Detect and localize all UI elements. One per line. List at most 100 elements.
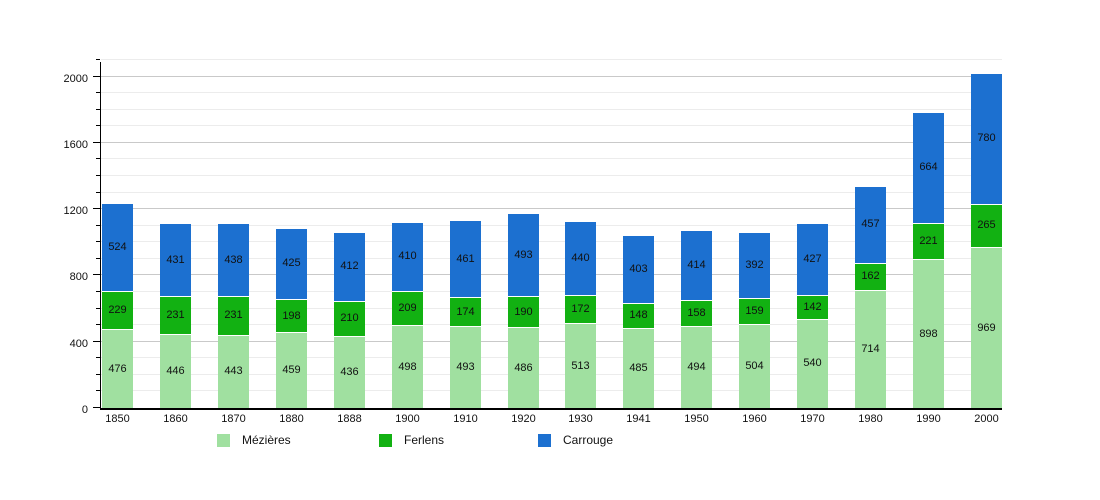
bar-value-label: 457 [861, 218, 880, 231]
bar-segment-carrouge: 412 [334, 232, 365, 301]
y-axis-tick [96, 291, 100, 292]
x-axis-label: 1920 [511, 413, 536, 425]
bar-value-label: 159 [745, 305, 764, 318]
bar-value-label: 198 [282, 309, 301, 322]
bar-segment-carrouge: 780 [971, 74, 1002, 204]
bar-segment-ferlens: 229 [102, 291, 133, 330]
bar-value-label: 446 [166, 365, 185, 378]
bar-segment-ferlens: 159 [739, 298, 770, 325]
gridline [101, 324, 1002, 326]
bar-value-label: 969 [977, 321, 996, 334]
bar-value-label: 221 [919, 234, 938, 247]
gridline [101, 191, 1002, 193]
y-axis-tick [96, 125, 100, 127]
gridline [101, 241, 1002, 243]
y-axis-tick [93, 407, 100, 408]
bar-segment-mzires: 898 [913, 259, 944, 408]
bar-segment-carrouge: 461 [450, 221, 481, 298]
bar-segment-carrouge: 425 [276, 228, 307, 300]
bar-segment-ferlens: 148 [623, 303, 654, 328]
y-axis-tick [96, 373, 100, 375]
legend-item-carrouge: Carrouge [538, 433, 613, 447]
bar-value-label: 209 [398, 302, 417, 315]
bar-value-label: 190 [514, 305, 533, 318]
bar-value-label: 714 [861, 342, 880, 355]
bar-value-label: 414 [687, 259, 706, 272]
legend-label-mezieres: Mézières [242, 433, 291, 447]
bar-stack: 392 159 504 [739, 233, 770, 408]
bar-stack: 780 265 969 [971, 74, 1002, 408]
bar-segment-ferlens: 142 [797, 294, 828, 319]
gridline [101, 224, 1002, 226]
bar-segment-ferlens: 210 [334, 300, 365, 336]
legend-label-carrouge: Carrouge [563, 433, 614, 447]
bar-value-label: 476 [108, 362, 127, 375]
y-axis-tick [93, 75, 100, 77]
y-axis-tick [96, 241, 100, 243]
y-axis-tick [96, 92, 100, 94]
y-axis-label: 1200 [63, 205, 88, 218]
legend: Mézières Ferlens Carrouge [0, 433, 1100, 449]
y-axis-tick [93, 208, 100, 210]
bar-value-label: 231 [166, 308, 185, 321]
bar-stack: 403 148 485 [623, 236, 654, 408]
x-axis-label: 1990 [916, 413, 941, 425]
y-axis-label: 2000 [63, 72, 88, 85]
bar-segment-ferlens: 209 [392, 290, 423, 326]
x-axis-label: 1980 [858, 413, 883, 425]
x-axis-label: 1960 [742, 413, 767, 425]
bar-value-label: 459 [282, 363, 301, 376]
bar-segment-carrouge: 524 [102, 204, 133, 292]
bar-segment-carrouge: 414 [681, 231, 712, 300]
bar-segment-ferlens: 231 [160, 295, 191, 335]
bar-value-label: 524 [108, 241, 127, 254]
gridline [101, 357, 1002, 359]
bar-value-label: 392 [745, 259, 764, 272]
bar-value-label: 210 [340, 312, 359, 325]
y-axis-tick [96, 390, 100, 392]
bar-segment-ferlens: 158 [681, 299, 712, 327]
bar-segment-mzires: 486 [508, 327, 539, 408]
x-axis-label: 1888 [337, 413, 362, 425]
bar-value-label: 486 [514, 361, 533, 374]
gridline [101, 307, 1002, 309]
y-axis-tick [96, 59, 100, 60]
y-axis-label: 400 [69, 337, 88, 350]
gridline [101, 291, 1002, 292]
y-axis-tick [93, 274, 100, 276]
x-axis-label: 1950 [684, 413, 709, 425]
y-axis-tick [96, 158, 100, 160]
bar-segment-ferlens: 198 [276, 299, 307, 332]
bar-value-label: 231 [224, 309, 243, 322]
gridline [101, 141, 1002, 143]
bar-segment-carrouge: 440 [565, 221, 596, 295]
bar-segment-carrouge: 410 [392, 222, 423, 291]
bar-segment-carrouge: 664 [913, 112, 944, 223]
bar-value-label: 664 [919, 161, 938, 174]
y-axis-tick [96, 224, 100, 226]
x-axis-label: 1970 [800, 413, 825, 425]
bar-stack: 427 142 540 [797, 224, 828, 408]
x-axis-label: 1930 [568, 413, 593, 425]
legend-item-ferlens: Ferlens [379, 433, 444, 447]
gridline [101, 175, 1002, 176]
bar-segment-mzires: 540 [797, 318, 828, 408]
bar-stack: 461 174 493 [450, 221, 481, 408]
y-axis-tick [96, 175, 100, 176]
mezieres-swatch-icon [217, 433, 230, 447]
x-axis-label: 1910 [453, 413, 478, 425]
bar-segment-ferlens: 190 [508, 295, 539, 328]
bar-segment-ferlens: 231 [218, 296, 249, 335]
bar-value-label: 412 [340, 260, 359, 273]
y-axis-tick [96, 307, 100, 309]
y-axis-tick [93, 141, 100, 143]
bar-value-label: 513 [571, 359, 590, 372]
bar-segment-ferlens: 221 [913, 222, 944, 260]
bar-value-label: 148 [629, 309, 648, 322]
bar-segment-mzires: 969 [971, 247, 1002, 408]
gridline [101, 108, 1002, 110]
bar-value-label: 410 [398, 250, 417, 263]
bar-value-label: 172 [571, 302, 590, 315]
bar-segment-mzires: 504 [739, 324, 770, 408]
x-axis-label: 1941 [626, 413, 651, 425]
